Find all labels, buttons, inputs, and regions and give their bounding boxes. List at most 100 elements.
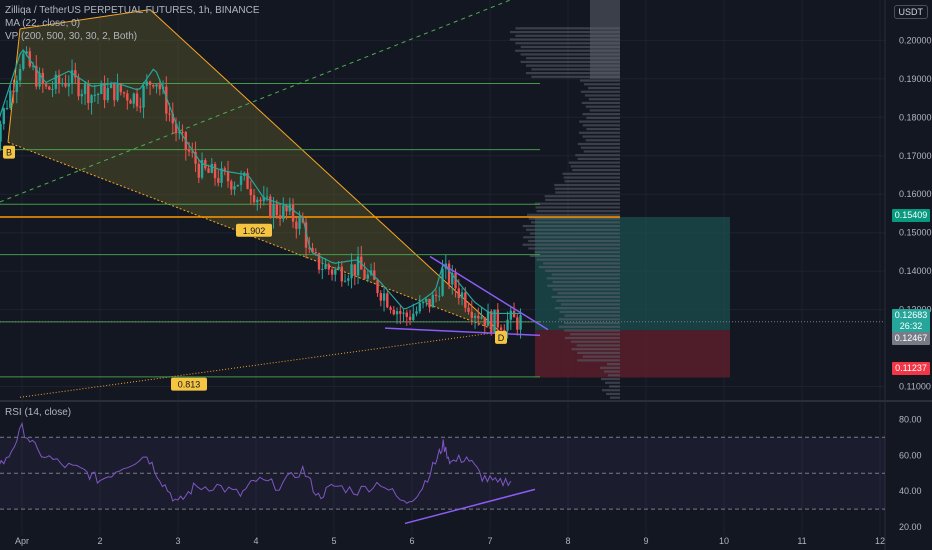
candle-body xyxy=(106,87,109,101)
currency-button[interactable]: USDT xyxy=(893,5,928,19)
volume-profile-bar xyxy=(558,325,620,328)
volume-profile-bar xyxy=(534,202,620,205)
candle-body xyxy=(454,273,457,289)
candle-body xyxy=(428,298,431,308)
volume-profile-bar xyxy=(554,183,620,187)
volume-profile-bar xyxy=(604,370,620,373)
candle-body xyxy=(226,171,230,182)
candle-body xyxy=(327,264,330,270)
volume-profile-bar xyxy=(607,363,620,366)
volume-profile-bar xyxy=(526,228,620,231)
symbol-title[interactable]: Zilliqa / TetherUS PERPETUAL FUTURES, 1h… xyxy=(5,5,260,16)
volume-profile-bar xyxy=(610,396,620,399)
candle-body xyxy=(405,312,408,317)
candle-body xyxy=(252,195,256,203)
ratio-label-xd: 0.813 xyxy=(171,377,207,391)
volume-profile-bar xyxy=(582,355,620,358)
volume-profile-bar xyxy=(600,366,620,369)
volume-profile-bar xyxy=(564,329,620,332)
volume-profile-bar xyxy=(509,30,620,34)
countdown-tag: 26:32 xyxy=(892,320,930,333)
volume-profile-bar xyxy=(544,195,620,198)
volume-profile-top xyxy=(590,0,620,79)
candle-body xyxy=(265,196,269,198)
candle-body xyxy=(441,268,444,296)
volume-profile-bar xyxy=(570,165,620,168)
candle-body xyxy=(210,163,213,173)
candle-body xyxy=(246,172,249,189)
time-tick-label: 9 xyxy=(643,536,648,546)
candle-body xyxy=(389,307,392,310)
rsi-tick-label: 60.00 xyxy=(899,450,922,460)
price-tick-label: 0.14000 xyxy=(899,266,932,276)
volume-profile-bar xyxy=(538,266,620,269)
candle-body xyxy=(415,311,418,314)
candle-body xyxy=(516,317,519,330)
candle-body xyxy=(80,93,83,97)
time-tick-label: 3 xyxy=(175,536,180,546)
volume-profile-bar xyxy=(580,146,620,149)
candle-body xyxy=(129,100,132,104)
candle-body xyxy=(9,90,12,108)
candle-body xyxy=(347,278,350,281)
rsi-trend-line xyxy=(404,488,536,525)
volume-profile-bar xyxy=(608,374,620,377)
candle-body xyxy=(366,274,369,279)
candle-body xyxy=(499,327,503,330)
rsi-legend[interactable]: RSI (14, close) xyxy=(5,407,72,418)
volume-profile-bar xyxy=(570,340,620,343)
candle-body xyxy=(119,83,122,93)
volume-profile-bar xyxy=(562,172,620,175)
volume-profile-bar xyxy=(556,299,620,302)
candle-body xyxy=(321,268,324,270)
pattern-leg-ab xyxy=(19,9,151,30)
candle-body xyxy=(340,266,343,282)
candle-body xyxy=(187,149,191,152)
volume-profile-bar xyxy=(547,284,620,287)
volume-profile-bar xyxy=(605,381,620,384)
candle-body xyxy=(496,309,499,328)
candle-body xyxy=(96,93,100,95)
volume-profile-bar xyxy=(526,57,620,60)
volume-profile-bar xyxy=(528,247,620,250)
ma-legend[interactable]: MA (22, close, 0) xyxy=(5,18,81,29)
volume-profile xyxy=(509,0,620,399)
volume-profile-bar xyxy=(557,292,620,295)
volume-profile-bar xyxy=(530,221,620,224)
candle-body xyxy=(31,65,35,67)
current-price-tag: 0.12683 xyxy=(892,309,930,322)
price-tick-label: 0.17000 xyxy=(899,151,932,161)
candle-body xyxy=(165,86,168,114)
vp-legend[interactable]: VP (200, 500, 30, 30, 2, Both) xyxy=(5,31,138,42)
volume-profile-bar xyxy=(575,154,620,157)
candle-body xyxy=(213,163,217,179)
time-tick-label: Apr xyxy=(15,536,29,546)
loss-zone xyxy=(535,330,730,378)
pattern-label-b: B xyxy=(3,145,15,159)
candle-body xyxy=(493,309,496,333)
volume-profile-bar xyxy=(563,176,620,179)
candle-body xyxy=(51,88,54,90)
volume-profile-bar xyxy=(606,392,620,396)
candle-body xyxy=(126,93,129,101)
candle-body xyxy=(122,92,126,94)
candle-body xyxy=(337,266,340,270)
candle-body xyxy=(207,168,210,173)
drawings: B D 1.902 0.813 xyxy=(3,145,549,391)
candle-body xyxy=(350,264,353,279)
volume-profile-bar xyxy=(585,139,620,142)
volume-profile-bar xyxy=(554,307,620,310)
candle-body xyxy=(83,84,87,94)
time-tick-label: 2 xyxy=(97,536,102,546)
harmonic-pattern xyxy=(0,0,512,398)
volume-profile-bar xyxy=(536,258,620,261)
candle-body xyxy=(477,315,480,319)
volume-profile-bar xyxy=(580,90,620,93)
candle-body xyxy=(308,247,311,249)
candle-body xyxy=(200,160,204,178)
candle-body xyxy=(425,298,428,302)
candle-body xyxy=(2,108,5,124)
rsi-tick-label: 80.00 xyxy=(899,414,922,424)
candle-body xyxy=(304,222,308,248)
